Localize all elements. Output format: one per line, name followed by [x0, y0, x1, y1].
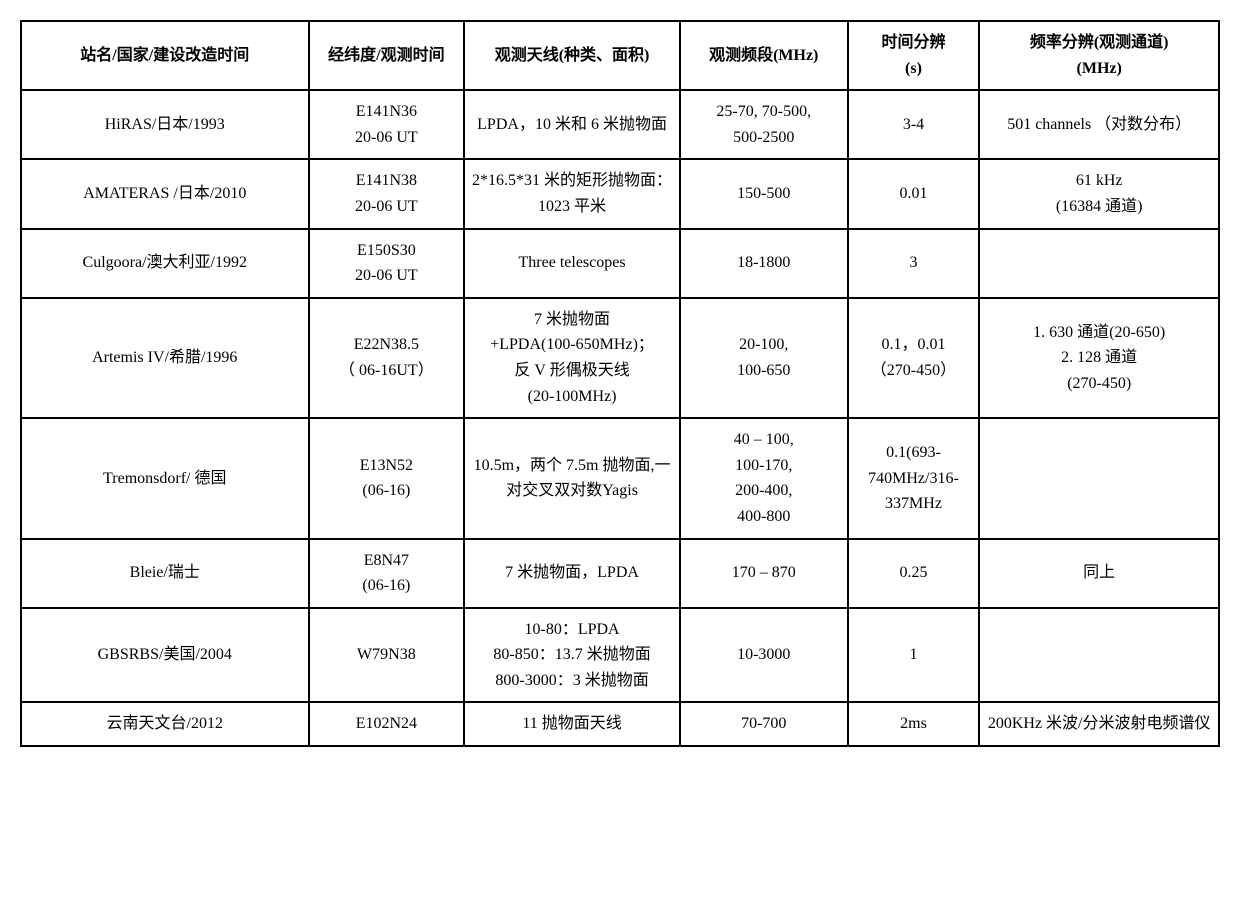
cell-station: 云南天文台/2012	[21, 702, 309, 746]
cell-freq-res: 501 channels （对数分布）	[979, 90, 1219, 159]
table-row: Artemis IV/希腊/1996 E22N38.5 （ 06-16UT） 7…	[21, 298, 1219, 418]
cell-antenna: Three telescopes	[464, 229, 680, 298]
table-row: Culgoora/澳大利亚/1992 E150S30 20-06 UT Thre…	[21, 229, 1219, 298]
cell-time-res: 3-4	[848, 90, 980, 159]
cell-antenna: 7 米抛物面，LPDA	[464, 539, 680, 608]
cell-coords: E102N24	[309, 702, 465, 746]
cell-coords: E22N38.5 （ 06-16UT）	[309, 298, 465, 418]
observatory-table-container: 站名/国家/建设改造时间 经纬度/观测时间 观测天线(种类、面积) 观测频段(M…	[20, 20, 1220, 747]
cell-frequency: 40 – 100, 100-170, 200-400, 400-800	[680, 418, 848, 538]
cell-frequency: 20-100, 100-650	[680, 298, 848, 418]
cell-station: Bleie/瑞士	[21, 539, 309, 608]
cell-station: AMATERAS /日本/2010	[21, 159, 309, 228]
observatory-table: 站名/国家/建设改造时间 经纬度/观测时间 观测天线(种类、面积) 观测频段(M…	[20, 20, 1220, 747]
cell-antenna: 2*16.5*31 米的矩形抛物面：1023 平米	[464, 159, 680, 228]
cell-antenna: 7 米抛物面 +LPDA(100-650MHz)； 反 V 形偶极天线 (20-…	[464, 298, 680, 418]
col-header-frequency: 观测频段(MHz)	[680, 21, 848, 90]
cell-freq-res: 同上	[979, 539, 1219, 608]
cell-time-res: 0.01	[848, 159, 980, 228]
table-row: GBSRBS/美国/2004 W79N38 10-80：LPDA 80-850：…	[21, 608, 1219, 703]
cell-freq-res: 1. 630 通道(20-650) 2. 128 通道 (270-450)	[979, 298, 1219, 418]
table-row: Bleie/瑞士 E8N47 (06-16) 7 米抛物面，LPDA 170 –…	[21, 539, 1219, 608]
col-header-freq-res: 频率分辨(观测通道) (MHz)	[979, 21, 1219, 90]
cell-coords: E150S30 20-06 UT	[309, 229, 465, 298]
cell-freq-res	[979, 418, 1219, 538]
cell-frequency: 70-700	[680, 702, 848, 746]
cell-antenna: 10-80：LPDA 80-850：13.7 米抛物面 800-3000：3 米…	[464, 608, 680, 703]
cell-freq-res	[979, 608, 1219, 703]
table-body: HiRAS/日本/1993 E141N36 20-06 UT LPDA，10 米…	[21, 90, 1219, 746]
cell-time-res: 0.1，0.01 （270-450）	[848, 298, 980, 418]
cell-antenna: LPDA，10 米和 6 米抛物面	[464, 90, 680, 159]
cell-coords: E8N47 (06-16)	[309, 539, 465, 608]
cell-coords: W79N38	[309, 608, 465, 703]
col-header-station: 站名/国家/建设改造时间	[21, 21, 309, 90]
table-header: 站名/国家/建设改造时间 经纬度/观测时间 观测天线(种类、面积) 观测频段(M…	[21, 21, 1219, 90]
table-row: AMATERAS /日本/2010 E141N38 20-06 UT 2*16.…	[21, 159, 1219, 228]
cell-coords: E141N36 20-06 UT	[309, 90, 465, 159]
cell-time-res: 0.1(693-740MHz/316-337MHz	[848, 418, 980, 538]
cell-station: Artemis IV/希腊/1996	[21, 298, 309, 418]
cell-freq-res: 61 kHz (16384 通道)	[979, 159, 1219, 228]
cell-frequency: 150-500	[680, 159, 848, 228]
cell-station: Culgoora/澳大利亚/1992	[21, 229, 309, 298]
cell-time-res: 2ms	[848, 702, 980, 746]
table-row: Tremonsdorf/ 德国 E13N52 (06-16) 10.5m，两个 …	[21, 418, 1219, 538]
cell-station: GBSRBS/美国/2004	[21, 608, 309, 703]
cell-frequency: 10-3000	[680, 608, 848, 703]
cell-antenna: 10.5m，两个 7.5m 抛物面,一对交叉双对数Yagis	[464, 418, 680, 538]
col-header-time-res: 时间分辨 (s)	[848, 21, 980, 90]
col-header-coords: 经纬度/观测时间	[309, 21, 465, 90]
cell-antenna: 11 抛物面天线	[464, 702, 680, 746]
cell-time-res: 1	[848, 608, 980, 703]
cell-station: Tremonsdorf/ 德国	[21, 418, 309, 538]
table-row: 云南天文台/2012 E102N24 11 抛物面天线 70-700 2ms 2…	[21, 702, 1219, 746]
cell-frequency: 18-1800	[680, 229, 848, 298]
cell-freq-res: 200KHz 米波/分米波射电频谱仪	[979, 702, 1219, 746]
cell-coords: E13N52 (06-16)	[309, 418, 465, 538]
cell-frequency: 170 – 870	[680, 539, 848, 608]
cell-station: HiRAS/日本/1993	[21, 90, 309, 159]
cell-frequency: 25-70, 70-500, 500-2500	[680, 90, 848, 159]
table-header-row: 站名/国家/建设改造时间 经纬度/观测时间 观测天线(种类、面积) 观测频段(M…	[21, 21, 1219, 90]
cell-time-res: 0.25	[848, 539, 980, 608]
cell-coords: E141N38 20-06 UT	[309, 159, 465, 228]
cell-freq-res	[979, 229, 1219, 298]
table-row: HiRAS/日本/1993 E141N36 20-06 UT LPDA，10 米…	[21, 90, 1219, 159]
col-header-antenna: 观测天线(种类、面积)	[464, 21, 680, 90]
cell-time-res: 3	[848, 229, 980, 298]
